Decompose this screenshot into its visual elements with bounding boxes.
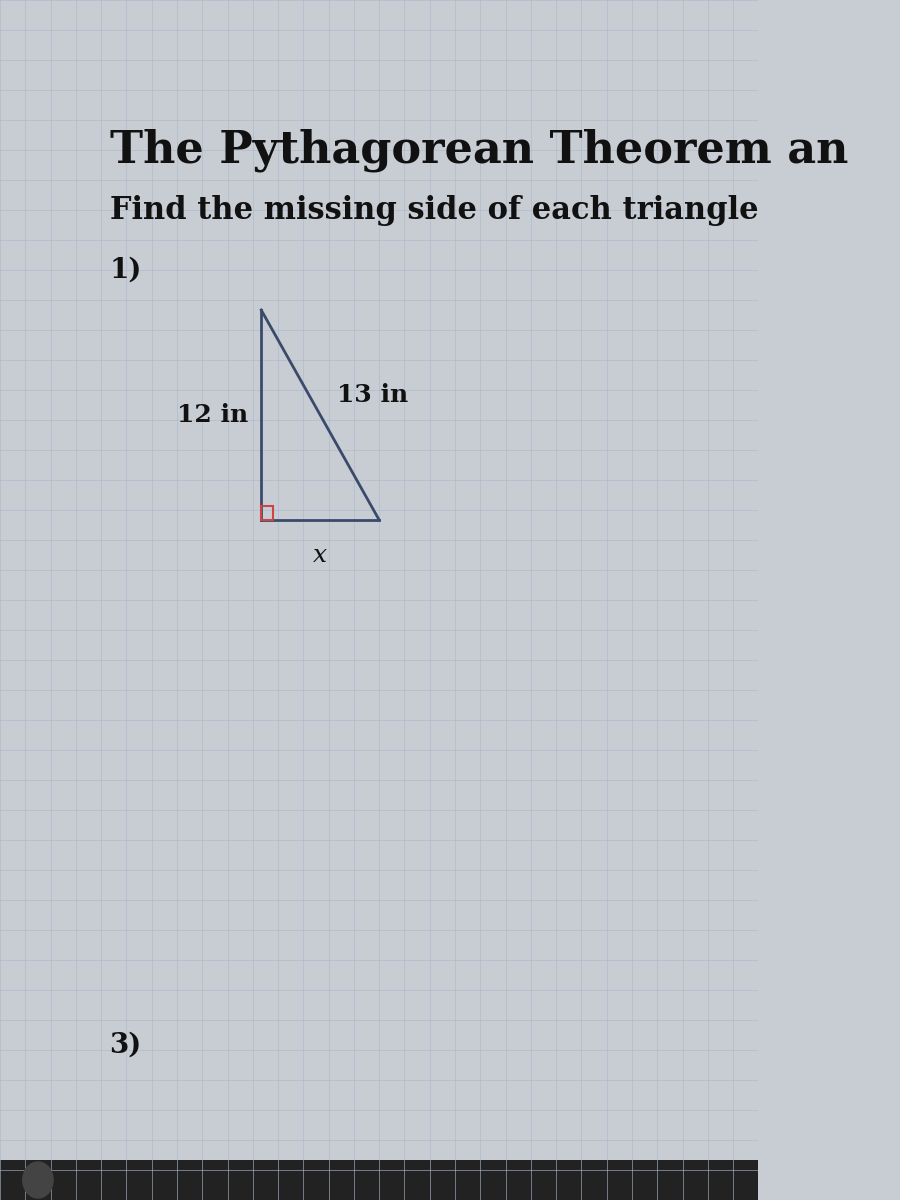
Text: 3): 3) [110, 1032, 142, 1058]
Text: x: x [313, 544, 328, 566]
Text: 1): 1) [110, 257, 142, 283]
Text: 12 in: 12 in [177, 403, 248, 427]
Circle shape [22, 1162, 53, 1198]
Bar [0, 1160, 759, 1200]
Text: 13 in: 13 in [338, 383, 409, 407]
Bar [261, 506, 273, 520]
Text: The Pythagorean Theorem an: The Pythagorean Theorem an [110, 128, 848, 172]
Text: Find the missing side of each triangle: Find the missing side of each triangle [110, 194, 758, 226]
